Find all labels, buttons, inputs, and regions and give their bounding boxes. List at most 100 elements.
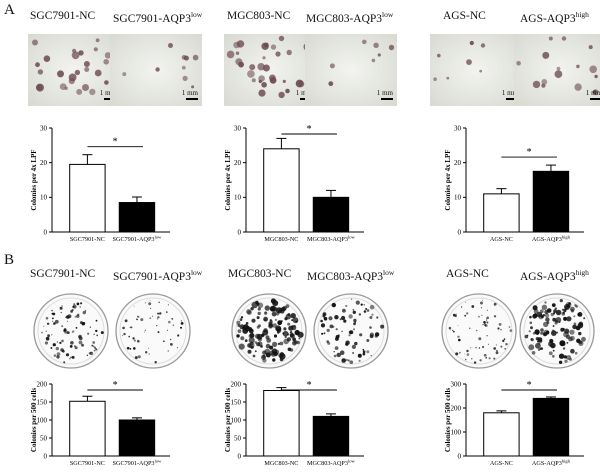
colony [182,75,188,81]
category-label: AGS-NC [490,236,513,243]
colony [455,352,459,356]
colony [535,337,540,341]
colony [264,305,270,311]
colony [95,319,98,322]
colony [181,55,187,60]
colony [362,348,365,351]
colony [226,50,235,59]
colony [104,52,112,59]
colony [100,331,104,335]
colony [258,79,262,84]
colony [486,316,489,320]
colony [536,332,539,335]
colony [265,335,270,340]
colony [258,89,266,97]
colony [56,355,60,359]
category-label: AGS-NC [490,460,513,467]
colony [103,59,109,65]
colony [484,324,487,326]
colony [578,331,582,336]
colony [546,321,550,324]
colony [269,305,276,312]
chart-b2: 0 50 100 150 200 Colonies per 500 cells MGC803… [222,374,372,475]
colony [564,328,570,334]
colony [137,339,140,343]
colony [57,70,64,78]
colony [473,361,477,364]
colony [287,333,290,336]
colony [268,321,273,326]
colony [70,341,74,345]
colony [544,313,550,318]
condition-label: AGS-AQP3high [520,268,589,283]
condition-label: AGS-AQP3high [520,10,589,25]
scale-bar: 1 mm [377,90,393,100]
chart-a1: 0 10 20 30 Colonies per 4x LPF SGC7901-NC SGC7… [28,118,178,251]
colony [475,329,478,332]
colony [67,314,72,319]
micrograph-vignette [305,34,397,106]
colony [380,324,385,329]
colony [337,335,340,337]
colony [46,322,50,325]
colony [531,351,536,355]
colony [564,359,568,363]
colony [583,317,586,320]
category-superscript: high [562,459,571,464]
colony [366,309,370,312]
colony [516,61,521,66]
colony [270,298,276,304]
colony [167,304,169,306]
colony [249,64,256,71]
colony [87,332,90,335]
colony [488,357,491,360]
colony [177,347,179,349]
colony [133,339,136,342]
colony [52,343,56,347]
colony [494,304,496,306]
colony [328,81,334,87]
colony [44,341,48,345]
colony [371,313,374,316]
colony [537,338,543,344]
colony [348,314,353,319]
scale-bar: 1 mm [586,90,600,100]
colony [374,334,378,338]
plate-inner-ring [119,297,187,365]
category-label: SGC7901-NC [70,236,105,243]
colony [148,353,150,355]
colony [72,48,77,53]
colony [157,312,160,315]
colony [541,304,548,310]
y-tick-label: 150 [231,398,242,406]
colony [252,354,256,358]
condition-label: MGC803-AQP3low [307,268,395,283]
colony [163,340,165,342]
colony [53,354,57,357]
colony [551,330,557,336]
colony [560,327,565,332]
colony [167,329,168,331]
colony [478,337,482,341]
condition-label: MGC803-NC [228,268,292,280]
colony [504,347,507,350]
colony [180,320,183,322]
colony [77,313,80,316]
colony [95,38,100,43]
colony [170,338,172,341]
colony [271,311,277,317]
significance-star: * [527,380,532,391]
colony [574,304,577,307]
colony [96,334,99,337]
colony [242,328,245,330]
category-superscript: high [562,235,571,240]
colony [532,305,538,311]
colony [239,324,245,330]
colony [544,301,547,304]
bar [483,193,520,233]
bar [69,163,106,233]
colony [277,342,281,346]
colony [273,334,278,338]
colony [249,333,255,338]
colony [51,334,53,336]
